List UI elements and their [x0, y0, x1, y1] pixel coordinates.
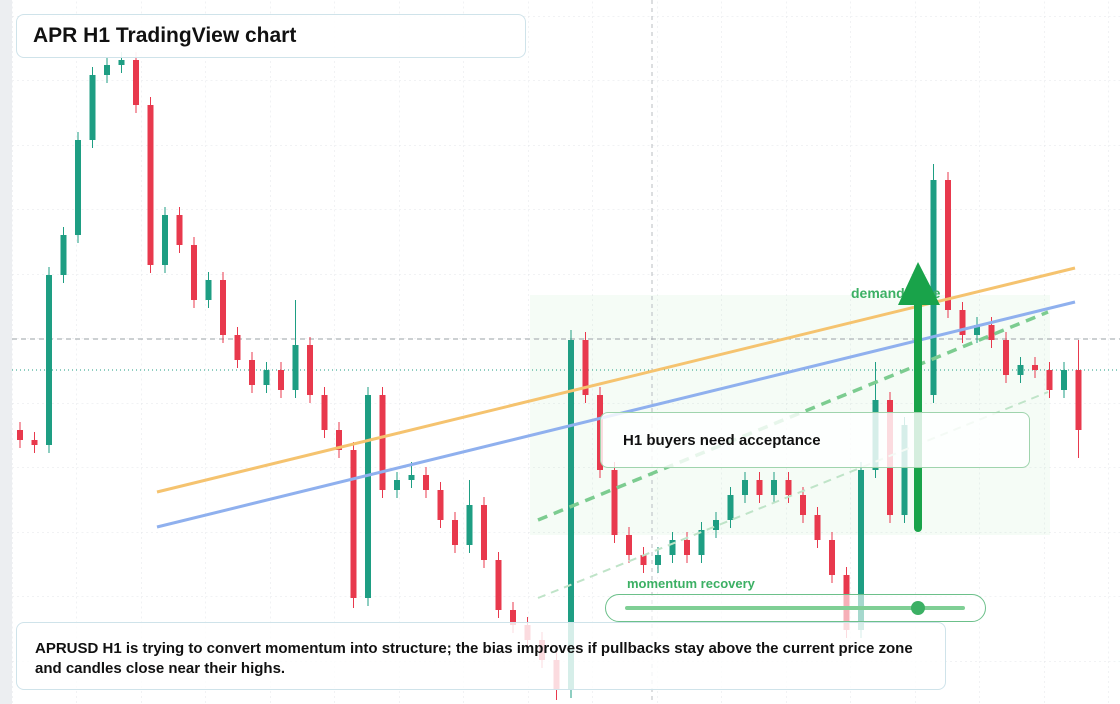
candle-body: [655, 555, 661, 565]
candle-body: [988, 325, 995, 340]
candle-body: [408, 475, 415, 480]
candle-body: [423, 475, 429, 490]
candle-body: [756, 480, 763, 495]
knob[interactable]: [911, 601, 925, 615]
candle-body: [626, 535, 632, 555]
candle-body: [945, 180, 951, 310]
momentum-label: momentum recovery: [627, 576, 755, 591]
left-strip: [0, 0, 12, 704]
candle-body: [640, 555, 647, 565]
candle-body: [611, 470, 618, 535]
candle-body: [205, 280, 212, 300]
candle-body: [31, 440, 38, 445]
candle-body: [742, 480, 748, 495]
candle-body: [698, 530, 705, 555]
candle-body: [365, 395, 371, 598]
candle-body: [959, 310, 966, 335]
candle-body: [321, 395, 328, 430]
candle-body: [1046, 370, 1053, 390]
candle-body: [60, 235, 67, 275]
candle-body: [17, 430, 23, 440]
candle-body: [191, 245, 197, 300]
candle-body: [713, 520, 719, 530]
candle-body: [46, 275, 52, 445]
candle-body: [481, 505, 487, 560]
candle-body: [89, 75, 96, 140]
candle-body: [684, 540, 690, 555]
candle-body: [350, 450, 357, 598]
candle-body: [829, 540, 835, 575]
candle-body: [510, 610, 516, 625]
candle-body: [974, 325, 980, 335]
candle-body: [814, 515, 821, 540]
candle-body: [1017, 365, 1024, 375]
candle-body: [220, 280, 226, 335]
candle-body: [147, 105, 154, 265]
candle-body: [1003, 340, 1009, 375]
candle-body: [466, 505, 473, 545]
candle-body: [278, 370, 284, 390]
candle-body: [249, 360, 255, 385]
candle-body: [1032, 365, 1038, 370]
zone-label: demand zone: [851, 285, 941, 301]
momentum-slider[interactable]: [605, 594, 986, 622]
candle-body: [452, 520, 458, 545]
title: APR H1 TradingView chart: [16, 14, 526, 58]
candle-body: [568, 340, 574, 690]
candle-body: [800, 495, 806, 515]
candle-body: [437, 490, 444, 520]
candle-body: [1075, 370, 1082, 430]
candle-body: [858, 470, 864, 630]
candle-body: [263, 370, 270, 385]
candle-body: [771, 480, 777, 495]
candle-body: [669, 540, 676, 555]
candle-body: [162, 215, 168, 265]
candle-body: [104, 65, 110, 75]
candle-body: [118, 60, 125, 65]
trend-line: [156, 266, 1076, 494]
candle-body: [785, 480, 792, 495]
candle-body: [901, 425, 908, 515]
candle-body: [133, 60, 139, 105]
candle-body: [307, 345, 313, 395]
candle-body: [176, 215, 183, 245]
slider-track: [625, 601, 965, 615]
summary: APRUSD H1 is trying to convert momentum …: [16, 622, 946, 690]
callout: H1 buyers need acceptance: [600, 412, 1030, 468]
candle-body: [1061, 370, 1067, 390]
candle-body: [234, 335, 241, 360]
channel-line: [537, 391, 1049, 599]
candle-body: [379, 395, 386, 490]
candle-body: [495, 560, 502, 610]
candle-body: [582, 340, 589, 395]
candle-body: [75, 140, 81, 235]
candle-body: [727, 495, 734, 520]
candle-body: [336, 430, 342, 450]
candle-body: [394, 480, 400, 490]
candle-body: [292, 345, 299, 390]
